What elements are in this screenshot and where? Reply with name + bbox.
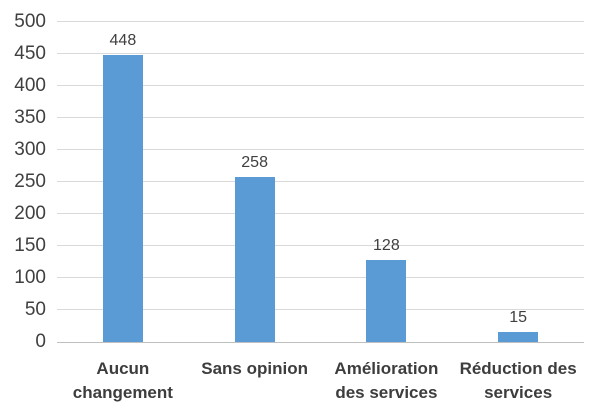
bar-value-label: 128 bbox=[373, 237, 400, 255]
y-tick-label: 150 bbox=[14, 235, 46, 256]
bar-column: 448 bbox=[57, 22, 189, 342]
category-label: Sans opinion bbox=[201, 359, 308, 378]
gridline bbox=[57, 245, 584, 246]
bar bbox=[366, 260, 407, 342]
bar bbox=[102, 55, 143, 342]
y-tick-label: 450 bbox=[14, 43, 46, 64]
gridline bbox=[57, 149, 584, 150]
category-label: Aucun changement bbox=[72, 359, 173, 402]
bar bbox=[234, 176, 275, 342]
bar-value-label: 258 bbox=[241, 153, 268, 171]
category-label: Amélioration des services bbox=[334, 359, 439, 402]
bar-value-label: 448 bbox=[109, 32, 137, 50]
y-tick-label: 300 bbox=[14, 139, 46, 160]
plot-area: 448 258 128 15 bbox=[57, 21, 584, 343]
gridline bbox=[57, 181, 584, 182]
y-tick-label: 200 bbox=[14, 203, 46, 224]
y-tick-label: 250 bbox=[14, 171, 46, 192]
gridline bbox=[57, 85, 584, 86]
y-tick-label: 500 bbox=[14, 11, 46, 32]
y-tick-label: 350 bbox=[14, 107, 46, 128]
bar-column: 128 bbox=[321, 22, 453, 342]
y-axis: 0 50 100 150 200 250 300 350 400 450 500 bbox=[0, 12, 46, 352]
y-tick-label: 0 bbox=[35, 331, 46, 352]
category-label: Réduction des services bbox=[459, 359, 577, 402]
bar-value-label: 15 bbox=[509, 309, 528, 327]
gridline bbox=[57, 277, 584, 278]
y-tick-label: 50 bbox=[24, 299, 46, 320]
y-tick-label: 400 bbox=[14, 75, 46, 96]
bar-column: 258 bbox=[189, 22, 321, 342]
x-axis-line bbox=[57, 342, 584, 343]
gridline bbox=[57, 213, 584, 214]
gridline bbox=[57, 21, 584, 22]
y-tick-label: 100 bbox=[14, 267, 46, 288]
bar bbox=[498, 332, 539, 342]
gridline bbox=[57, 53, 584, 54]
gridline bbox=[57, 309, 584, 310]
x-axis: Aucun changement Sans opinion Amélioration… bbox=[57, 353, 584, 405]
gridline bbox=[57, 117, 584, 118]
bar-column: 15 bbox=[452, 22, 584, 342]
